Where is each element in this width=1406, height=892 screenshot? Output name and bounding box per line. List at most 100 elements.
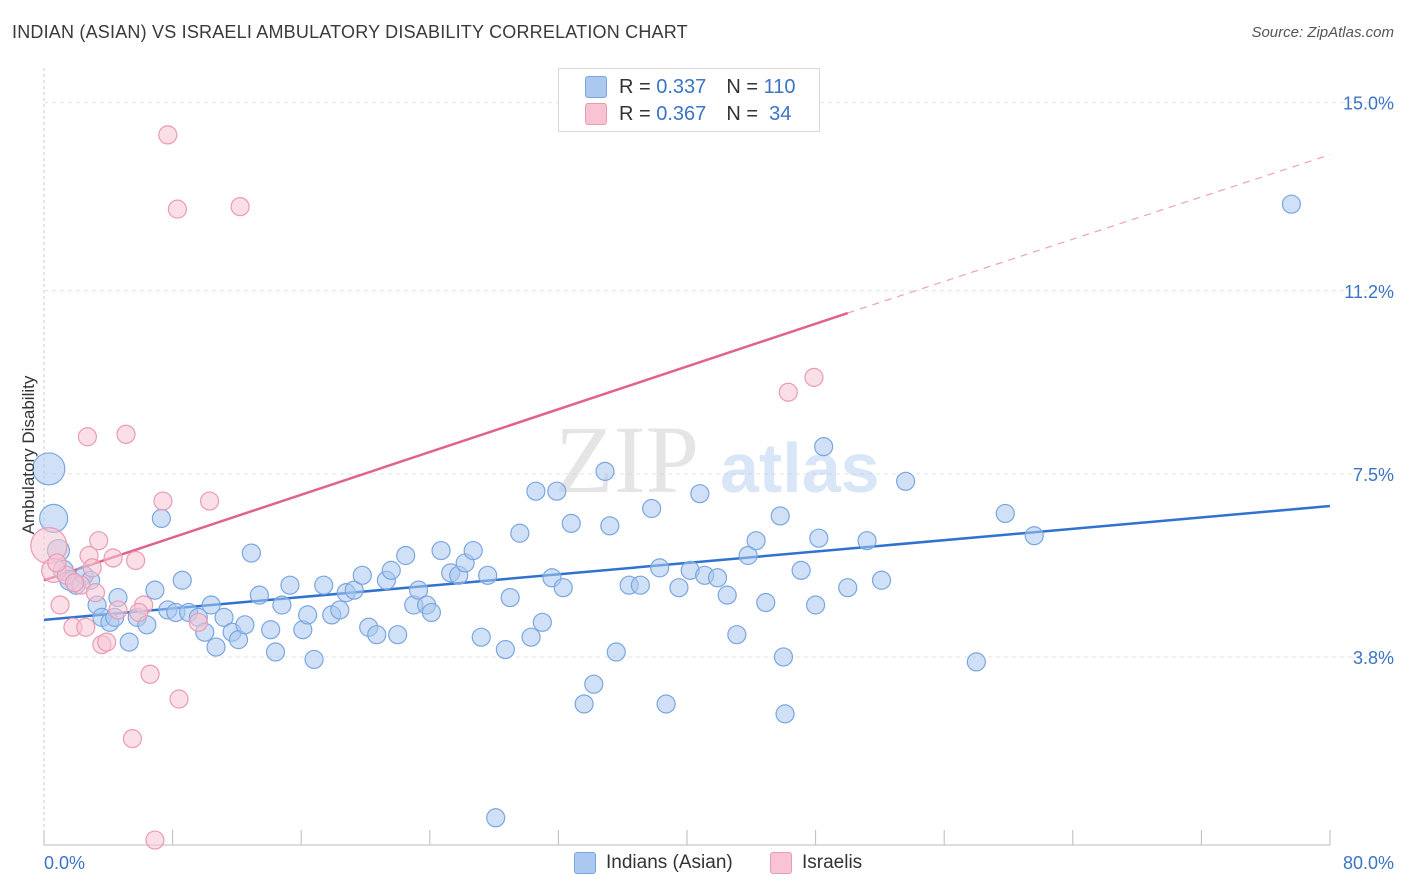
indians-point [814,437,834,457]
israelis-point [77,427,98,447]
x-tick-label-min: 0.0% [44,853,85,873]
israelis-point [85,583,106,603]
indians-legend-swatch [574,852,596,874]
israelis-point [116,424,136,444]
indians-point [510,523,530,543]
r-value: 0.367 [656,102,707,125]
indians-point [408,580,429,600]
indians-point [201,595,221,615]
indians-point [791,560,811,580]
indians-point [471,627,491,647]
indians-point [206,637,226,657]
indians-point [241,543,261,563]
israelis-point [153,491,173,511]
indians-point [896,471,916,491]
indians-point [151,508,171,529]
israelis-point [76,617,96,637]
indians-point [172,570,192,590]
watermark: ZIP atlas [555,406,880,513]
indians-point [600,516,620,536]
indians-point [857,531,877,551]
trend-lines [43,154,1331,622]
n-label: N = [726,75,758,98]
indians-point [1281,194,1302,214]
indians-point [738,545,758,566]
israelis-point [199,491,220,511]
indians-point [272,595,292,615]
indians-point [707,568,728,588]
indians-point [775,704,795,724]
y-tick-label: 11.2% [1344,282,1394,302]
indians-point [584,674,604,694]
n-label: N = [726,102,758,125]
indians-point [521,627,541,647]
indians-point [756,592,776,613]
israelis-point [122,729,143,749]
israelis-point [89,531,109,551]
indians-point [495,639,515,660]
indians-point [547,481,567,501]
indians-point [995,503,1015,524]
israelis-point [129,602,149,623]
y-tick-labels: 3.8% 7.5% 11.2% 15.0% [1343,94,1394,668]
israelis-point [778,382,798,402]
indians-point [314,575,334,595]
israelis-point [126,550,146,571]
y-axis-label: Ambulatory Disability [19,375,38,534]
indians-point [381,560,401,580]
legend-item-israelis[interactable]: Israelis [770,852,862,874]
watermark-zip: ZIP [555,406,699,513]
indians-point [261,620,281,640]
indians-point [630,575,650,595]
indians-point [344,580,364,600]
israelis-point [188,612,208,632]
source-label: Source: ZipAtlas.com [1251,24,1394,41]
indians-point [642,498,662,519]
israelis-point [103,548,123,568]
indians-point [838,578,858,598]
israelis-point [169,689,189,709]
indians-point [669,578,689,598]
indians-point [561,513,581,533]
indians-point [773,647,794,667]
israelis-point [64,573,85,593]
r-label: R = [619,102,651,125]
chart-title: INDIAN (ASIAN) VS ISRAELI AMBULATORY DIS… [12,22,688,42]
indians-point [388,625,408,645]
israelis-swatch [585,103,607,125]
x-tick-label-max: 80.0% [1343,853,1394,873]
indians-point [265,642,286,662]
israelis-point [108,600,128,620]
indians-point [486,808,506,828]
indians-point [421,602,442,623]
israelis-legend-swatch [770,852,792,874]
israelis-point [50,595,70,615]
indians-point [214,607,234,627]
stats-legend: R = 0.337 N = 110 R = 0.367 N = 34 [558,68,820,132]
israelis-trend-line [43,311,849,582]
legend-item-indians[interactable]: Indians (Asian) [574,852,733,874]
indians-point [330,600,350,620]
indians-point [526,481,546,501]
indians-point [119,632,139,652]
series-legend: Indians (Asian) Israelis [0,852,1406,878]
legend-label: Israelis [802,852,863,873]
indians-point [606,642,626,662]
y-tick-label: 15.0% [1343,94,1394,114]
r-value: 0.337 [656,75,707,98]
indians-point [574,694,594,714]
indians-point [656,694,676,714]
indians-point [352,565,372,585]
israelis-point [230,197,250,217]
israelis-point [140,664,160,684]
indians-point [650,558,670,578]
indians-point [298,605,318,625]
indians-point [690,484,710,504]
indians-swatch [585,76,607,98]
israelis-point [804,367,824,387]
israelis-point [47,553,67,573]
indians-point [463,540,483,561]
israelis-point [145,830,165,850]
indians-point [809,528,829,548]
israelis-point [167,199,188,219]
